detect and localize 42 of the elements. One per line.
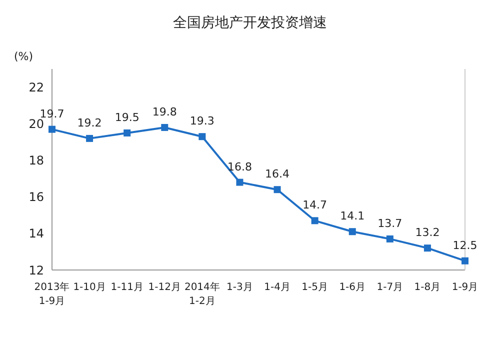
point	[348, 228, 356, 236]
chart-title: 全国房地产开发投资增速	[172, 14, 328, 32]
point	[386, 235, 394, 242]
x-tick-label: 2014年 1-2月	[184, 281, 220, 307]
point	[48, 126, 56, 133]
x-tick-label: 1-10月	[73, 282, 106, 293]
x-tick-label: 1-8月	[414, 282, 441, 293]
data-label: 14.7	[302, 198, 328, 212]
data-label: 16.4	[265, 168, 290, 181]
data-label: 12.5	[452, 238, 478, 252]
data-label: 16.8	[227, 160, 252, 174]
point	[424, 244, 431, 252]
point	[462, 257, 468, 264]
point	[124, 129, 131, 136]
data-label: 19.8	[152, 105, 177, 118]
x-tick-label: 1-5月	[302, 282, 328, 293]
x-tick-label: 1-4月	[264, 282, 290, 293]
x-tick-label: 1-12月	[148, 282, 181, 293]
x-tick-label: 2013年 1-9月	[34, 281, 70, 307]
point	[274, 186, 281, 194]
point	[311, 217, 318, 224]
y-axis-title: (%)	[14, 50, 34, 63]
y-tick-label: 22	[28, 80, 44, 95]
data-label: 19.2	[77, 116, 102, 130]
x-tick-label: 1-11月	[110, 282, 144, 293]
y-tick-label: 16	[28, 190, 44, 204]
point	[86, 134, 94, 142]
point	[161, 124, 168, 131]
x-tick-label: 1-9月	[452, 282, 478, 293]
x-tick-label: 1-6月	[339, 282, 366, 293]
data-label: 14.1	[340, 210, 365, 223]
y-tick-label: 18	[28, 154, 44, 168]
data-label: 13.7	[378, 216, 402, 230]
x-tick-label: 1-7月	[376, 282, 404, 293]
point	[198, 133, 206, 140]
data-label: 19.3	[190, 114, 214, 128]
y-tick-label: 14	[28, 226, 44, 241]
point	[236, 178, 244, 186]
data-label: 13.2	[415, 226, 440, 240]
data-label: 19.5	[114, 110, 140, 124]
y-tick-label: 12	[28, 263, 44, 278]
x-tick-label: 1-3月	[226, 282, 253, 293]
